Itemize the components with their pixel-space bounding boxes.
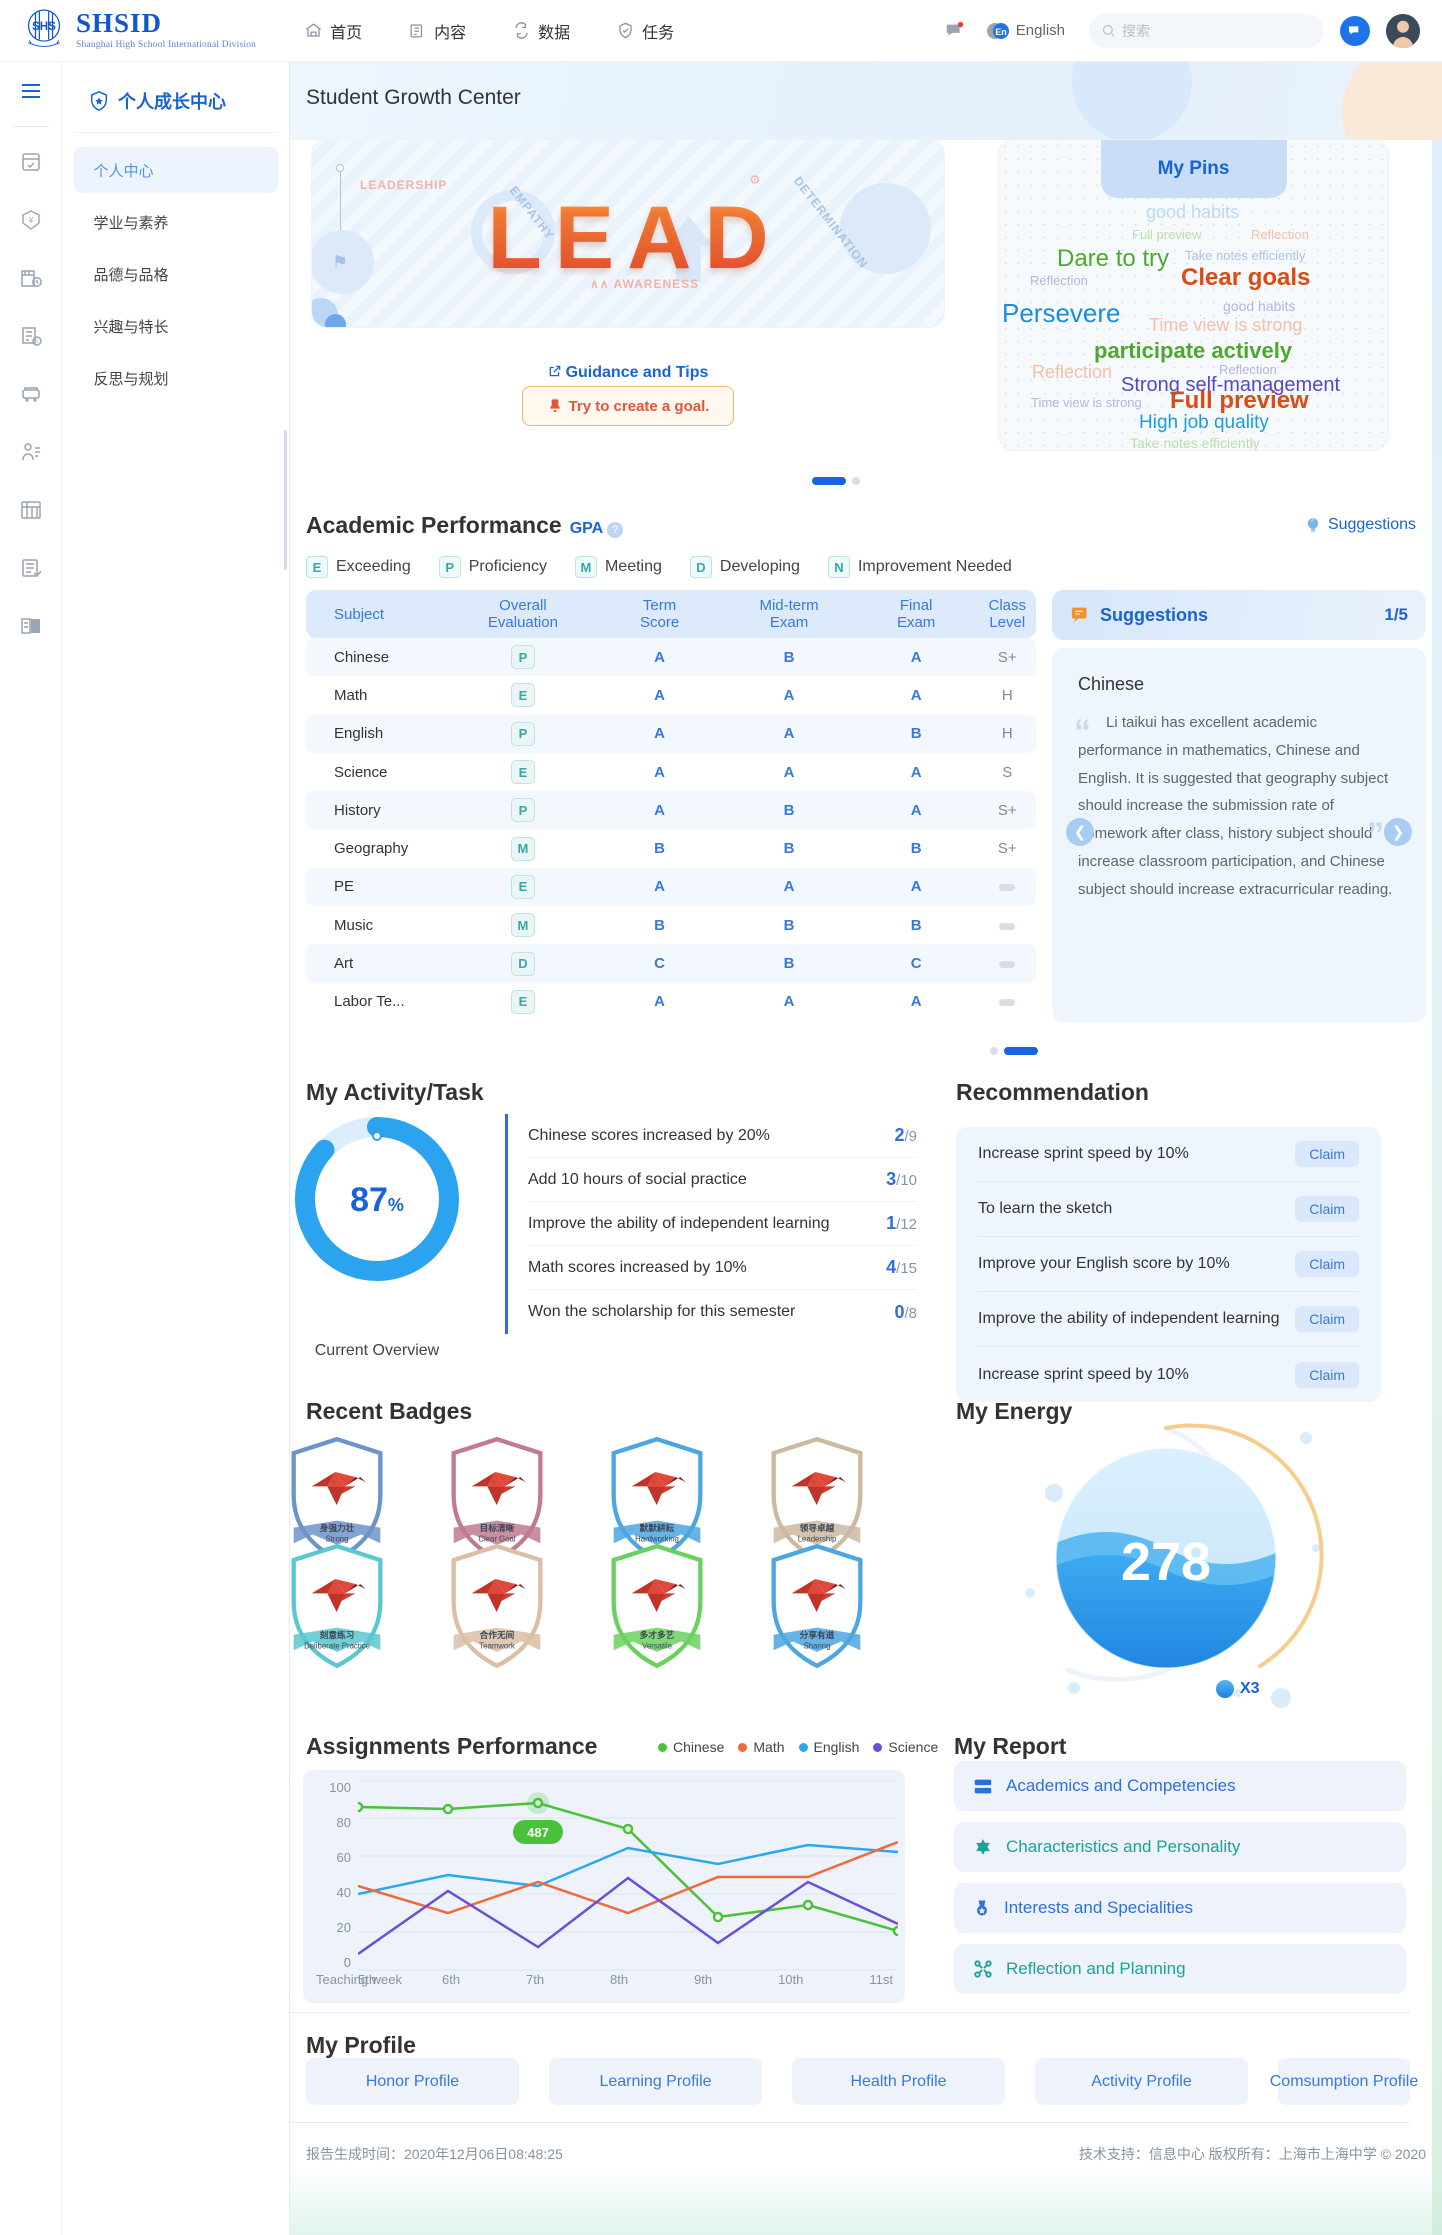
svg-text:SHS: SHS [32, 20, 56, 33]
svg-text:En: En [995, 27, 1007, 37]
svg-text:?: ? [35, 340, 38, 346]
svg-text:278: 278 [1121, 1532, 1211, 1592]
svg-text:Versatile: Versatile [642, 1641, 672, 1650]
svg-text:合作无间: 合作无间 [480, 1629, 515, 1640]
svg-text:487: 487 [527, 1825, 549, 1840]
svg-text:身强力壮: 身强力壮 [320, 1522, 355, 1533]
svg-text:Teamwork: Teamwork [479, 1641, 515, 1650]
svg-text:刻意练习: 刻意练习 [320, 1629, 355, 1640]
svg-text:默默耕耘: 默默耕耘 [640, 1522, 675, 1533]
svg-text:领导卓越: 领导卓越 [800, 1522, 835, 1533]
svg-text:Deliberate Practice: Deliberate Practice [304, 1641, 370, 1650]
svg-text:Sharing: Sharing [804, 1641, 831, 1650]
svg-text:目标清晰: 目标清晰 [480, 1522, 515, 1533]
svg-text:分享有道: 分享有道 [800, 1629, 835, 1640]
svg-text:多才多艺: 多才多艺 [640, 1629, 675, 1640]
svg-text:¥: ¥ [28, 216, 34, 225]
